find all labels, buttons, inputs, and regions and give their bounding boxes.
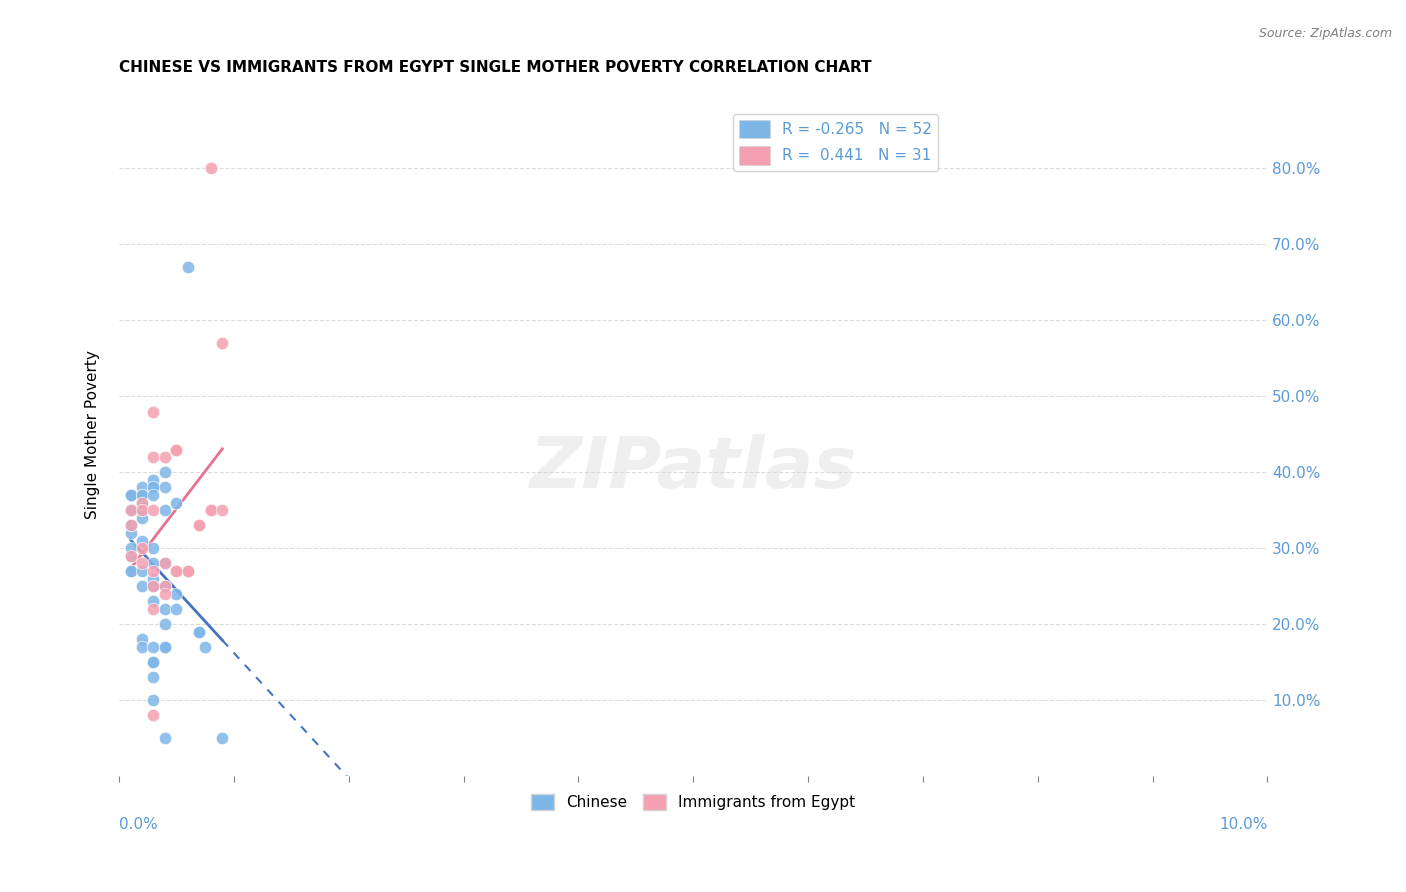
- Point: [131, 640, 153, 654]
- Point: [142, 488, 165, 502]
- Point: [177, 260, 200, 275]
- Point: [200, 503, 222, 517]
- Point: [142, 602, 165, 616]
- Point: [120, 518, 142, 533]
- Text: Source: ZipAtlas.com: Source: ZipAtlas.com: [1258, 27, 1392, 40]
- Point: [120, 549, 142, 563]
- Point: [200, 161, 222, 176]
- Point: [188, 624, 211, 639]
- Point: [131, 496, 153, 510]
- Point: [142, 594, 165, 608]
- Point: [142, 579, 165, 593]
- Point: [200, 503, 222, 517]
- Point: [177, 564, 200, 578]
- Text: 0.0%: 0.0%: [120, 817, 157, 832]
- Point: [120, 526, 142, 541]
- Point: [142, 579, 165, 593]
- Point: [166, 587, 188, 601]
- Point: [166, 496, 188, 510]
- Point: [153, 640, 176, 654]
- Point: [166, 602, 188, 616]
- Point: [142, 670, 165, 684]
- Point: [142, 640, 165, 654]
- Point: [142, 541, 165, 556]
- Point: [153, 465, 176, 479]
- Point: [142, 572, 165, 586]
- Point: [153, 731, 176, 746]
- Point: [142, 655, 165, 669]
- Point: [120, 541, 142, 556]
- Point: [131, 496, 153, 510]
- Point: [153, 450, 176, 464]
- Point: [120, 488, 142, 502]
- Point: [188, 518, 211, 533]
- Point: [142, 564, 165, 578]
- Point: [142, 503, 165, 517]
- Point: [188, 624, 211, 639]
- Point: [153, 557, 176, 571]
- Point: [120, 549, 142, 563]
- Point: [153, 579, 176, 593]
- Point: [142, 404, 165, 418]
- Point: [120, 564, 142, 578]
- Point: [142, 708, 165, 723]
- Point: [211, 336, 233, 351]
- Point: [153, 602, 176, 616]
- Point: [166, 564, 188, 578]
- Point: [142, 481, 165, 495]
- Point: [120, 518, 142, 533]
- Point: [188, 518, 211, 533]
- Text: CHINESE VS IMMIGRANTS FROM EGYPT SINGLE MOTHER POVERTY CORRELATION CHART: CHINESE VS IMMIGRANTS FROM EGYPT SINGLE …: [120, 60, 872, 75]
- Point: [177, 564, 200, 578]
- Point: [131, 541, 153, 556]
- Point: [131, 488, 153, 502]
- Y-axis label: Single Mother Poverty: Single Mother Poverty: [86, 350, 100, 519]
- Point: [131, 632, 153, 647]
- Point: [166, 442, 188, 457]
- Point: [166, 442, 188, 457]
- Point: [142, 473, 165, 487]
- Point: [153, 617, 176, 632]
- Text: 10.0%: 10.0%: [1219, 817, 1267, 832]
- Point: [131, 564, 153, 578]
- Point: [131, 579, 153, 593]
- Point: [142, 557, 165, 571]
- Text: ZIPatlas: ZIPatlas: [530, 434, 856, 503]
- Point: [153, 503, 176, 517]
- Point: [131, 503, 153, 517]
- Point: [194, 640, 217, 654]
- Point: [153, 557, 176, 571]
- Point: [120, 564, 142, 578]
- Point: [142, 655, 165, 669]
- Point: [131, 481, 153, 495]
- Point: [120, 503, 142, 517]
- Point: [153, 587, 176, 601]
- Point: [131, 533, 153, 548]
- Point: [131, 503, 153, 517]
- Point: [211, 503, 233, 517]
- Point: [120, 503, 142, 517]
- Point: [131, 488, 153, 502]
- Point: [120, 488, 142, 502]
- Point: [153, 640, 176, 654]
- Point: [153, 481, 176, 495]
- Point: [142, 481, 165, 495]
- Legend: Chinese, Immigrants from Egypt: Chinese, Immigrants from Egypt: [526, 789, 862, 816]
- Point: [153, 579, 176, 593]
- Point: [142, 450, 165, 464]
- Point: [142, 693, 165, 707]
- Point: [166, 564, 188, 578]
- Point: [211, 731, 233, 746]
- Point: [131, 557, 153, 571]
- Point: [131, 511, 153, 525]
